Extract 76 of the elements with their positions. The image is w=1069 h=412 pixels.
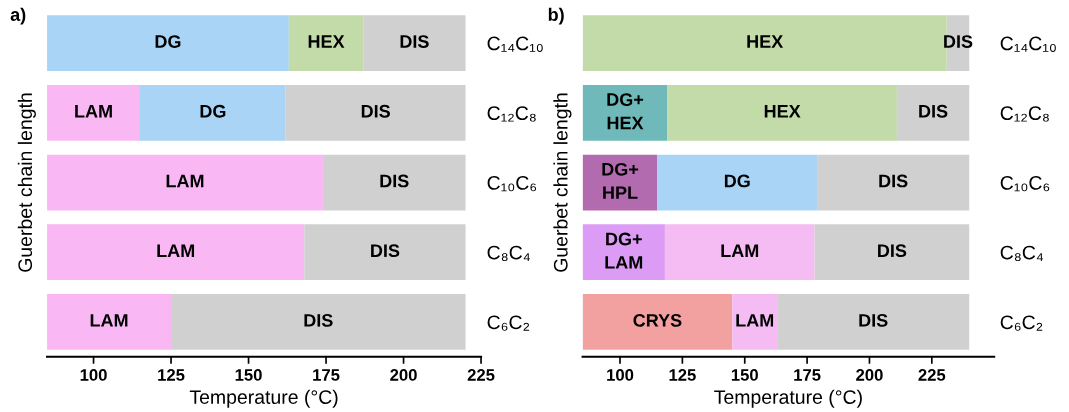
- data-label: DIS: [859, 314, 888, 327]
- bar: [47, 84, 141, 141]
- data-label: DIS: [371, 244, 400, 258]
- bar: [582, 84, 668, 141]
- bar: [47, 154, 323, 211]
- x-tick-label: 175: [794, 369, 821, 381]
- x-axis-title: Temperature (°C): [189, 389, 338, 408]
- y-axis-title: Guerbet chain length: [17, 93, 36, 272]
- bar: [322, 154, 466, 211]
- data-label: LAM: [736, 314, 774, 327]
- y-tick-label: C₈C₄: [1000, 245, 1044, 262]
- bar: [817, 154, 970, 211]
- chart-title: b): [548, 7, 564, 25]
- data-label: LAM: [157, 244, 195, 257]
- data-label: DIS: [380, 174, 409, 188]
- data-label: LAM: [90, 314, 128, 327]
- x-tick-label: 150: [235, 369, 262, 381]
- bar: [288, 15, 364, 71]
- x-tick-label: 225: [467, 369, 495, 381]
- data-label: HEX: [764, 105, 801, 118]
- y-tick-label: C₆C₂: [1000, 315, 1043, 331]
- data-label: DG: [200, 104, 226, 118]
- bar: [363, 15, 466, 71]
- bar: [777, 294, 970, 350]
- data-label: LAM: [166, 174, 204, 188]
- x-tick-label: 100: [80, 369, 107, 381]
- data-label: DIS: [878, 244, 907, 258]
- x-tick-label: 125: [669, 369, 696, 381]
- data-label: HEX: [308, 35, 345, 48]
- y-tick-label: C₆C₂: [487, 315, 530, 331]
- chart-title: a): [10, 7, 26, 25]
- bar: [47, 294, 172, 350]
- x-tick-label: 200: [390, 369, 417, 381]
- bar: [732, 294, 778, 350]
- data-label: DIS: [304, 314, 333, 327]
- bar: [896, 84, 970, 141]
- y-tick-label: C₁₀C₆: [487, 175, 537, 192]
- y-tick-label: C₁₂C₈: [1000, 106, 1049, 122]
- bar: [47, 15, 289, 71]
- x-tick-label: 225: [918, 369, 946, 381]
- bar: [47, 224, 305, 281]
- bar: [582, 224, 665, 281]
- x-tick-label: 100: [607, 369, 634, 381]
- bar: [304, 224, 466, 281]
- x-axis-title: Temperature (°C): [714, 389, 862, 408]
- bar: [140, 84, 286, 141]
- data-label: DIS: [944, 35, 973, 48]
- data-label: DG+ LAM: [605, 232, 643, 269]
- bar: [582, 294, 733, 350]
- data-label: DG: [155, 35, 181, 48]
- y-axis-title: Guerbet chain length: [553, 93, 572, 272]
- data-label: LAM: [721, 244, 759, 257]
- data-label: DIS: [919, 104, 948, 118]
- bar: [657, 154, 818, 211]
- bar: [664, 224, 815, 281]
- y-tick-label: C₁₂C₈: [487, 106, 536, 122]
- bar: [814, 224, 970, 281]
- y-tick-label: C₁₄C₁₀: [1000, 36, 1056, 52]
- data-label: DIS: [400, 35, 429, 48]
- data-label: DIS: [361, 104, 390, 118]
- x-tick-label: 150: [731, 369, 758, 381]
- x-tick-label: 125: [158, 369, 185, 381]
- data-label: DG+ HPL: [602, 162, 639, 199]
- y-tick-label: C₁₄C₁₀: [487, 36, 543, 52]
- x-tick-label: 175: [313, 369, 340, 381]
- y-tick-label: C₈C₄: [487, 245, 530, 262]
- y-tick-label: C₁₀C₆: [1000, 175, 1050, 192]
- bar: [285, 84, 466, 141]
- data-label: DG+ HEX: [607, 93, 644, 130]
- data-label: HEX: [747, 35, 784, 48]
- data-label: LAM: [75, 105, 112, 118]
- data-label: DG: [724, 174, 750, 188]
- x-tick-label: 200: [856, 369, 883, 381]
- data-label: CRYS: [633, 314, 682, 327]
- bar: [171, 294, 466, 350]
- data-label: DIS: [879, 174, 908, 188]
